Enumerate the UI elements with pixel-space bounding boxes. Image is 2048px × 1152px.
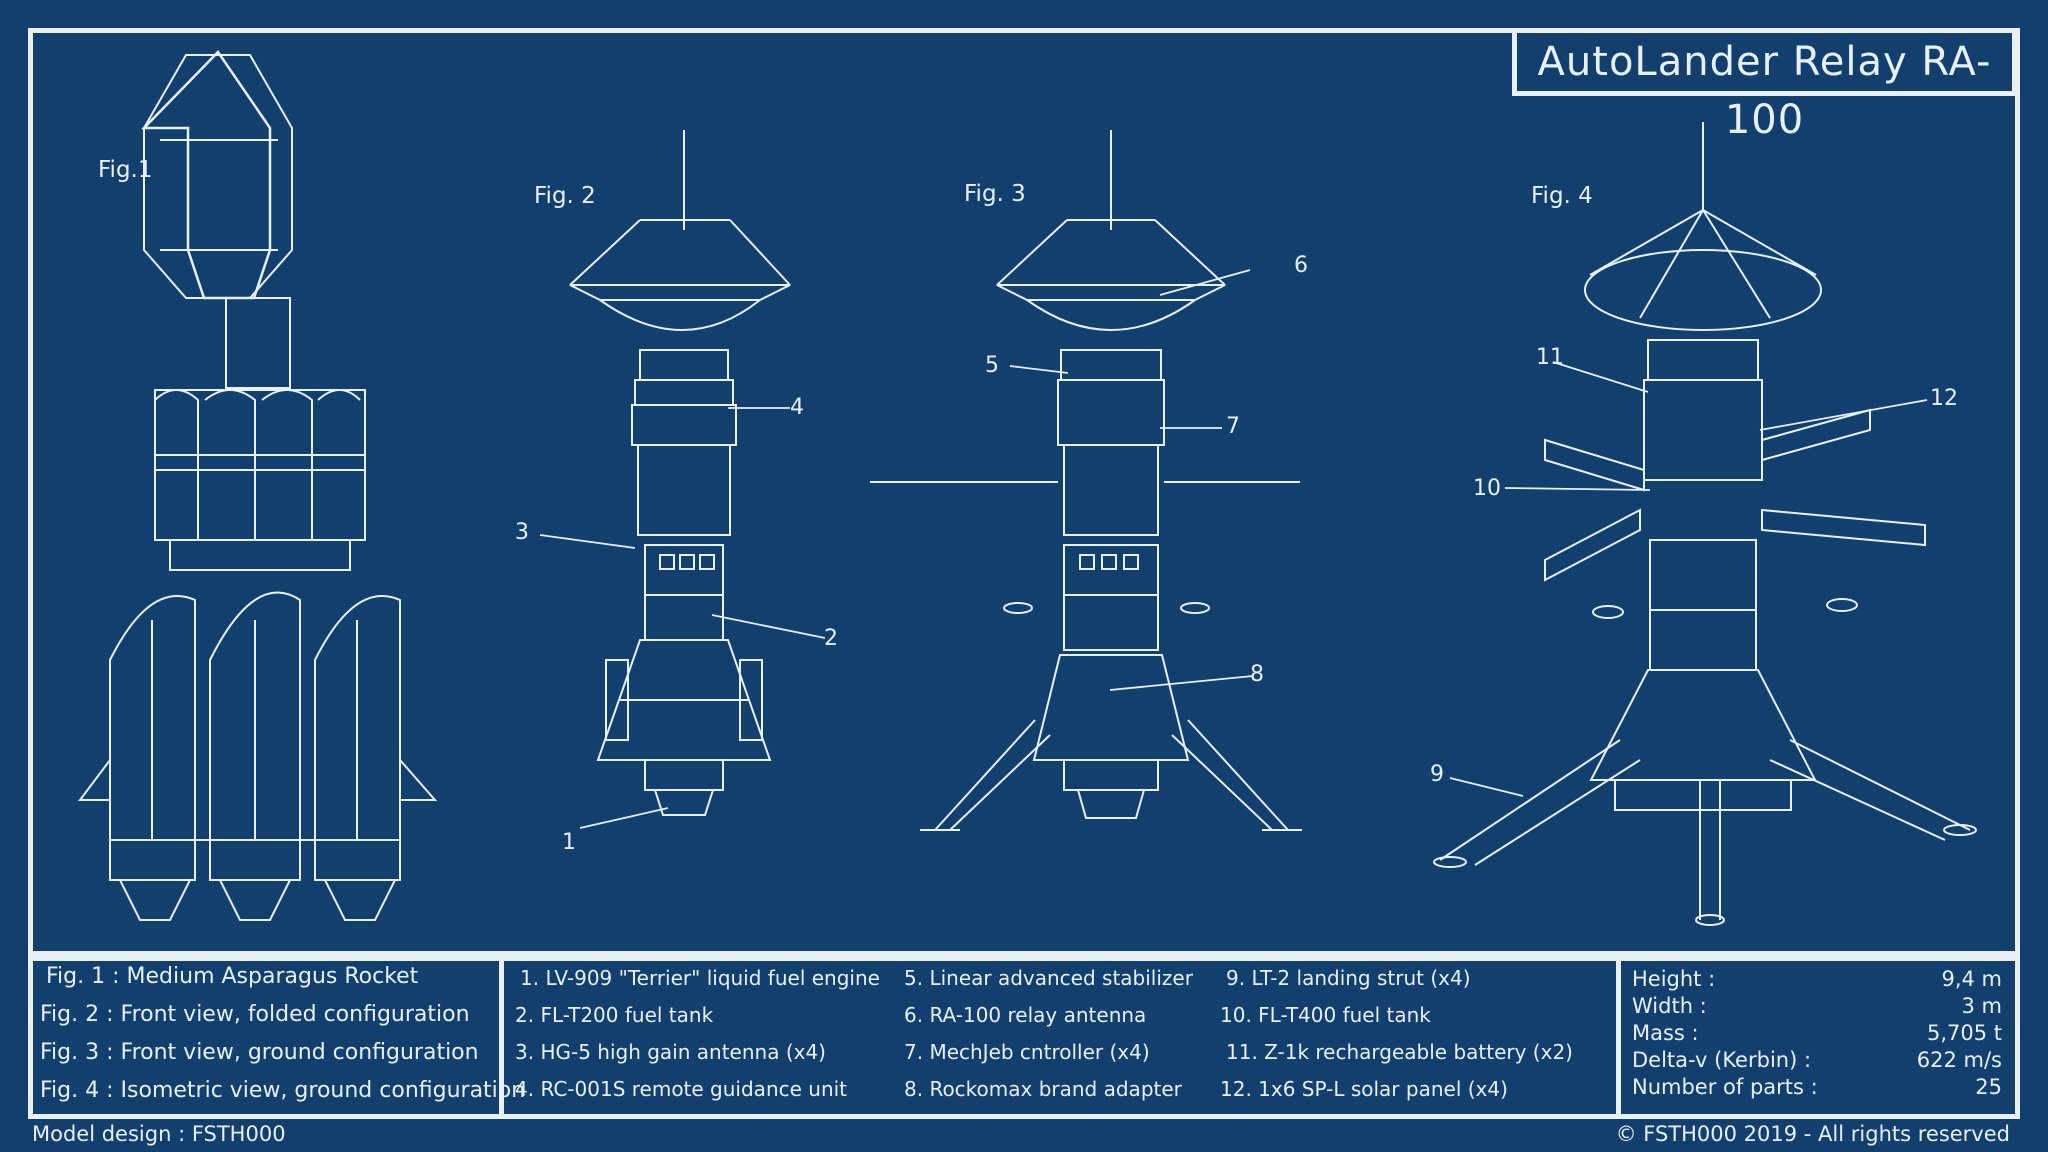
callout-7: 7: [1226, 414, 1240, 439]
legend-fig3: Fig. 3 : Front view, ground configuratio…: [40, 1040, 479, 1065]
part-9: 9. LT-2 landing strut (x4): [1226, 966, 1471, 990]
part-3: 3. HG-5 high gain antenna (x4): [515, 1040, 826, 1064]
stat-height-value: 9,4 m: [1941, 967, 2002, 991]
fig2-label: Fig. 2: [534, 183, 596, 209]
callout-12: 12: [1930, 386, 1958, 411]
callout-9: 9: [1430, 762, 1444, 787]
part-1: 1. LV-909 "Terrier" liquid fuel engine: [520, 966, 880, 990]
callout-2: 2: [824, 626, 838, 651]
callout-6: 6: [1294, 253, 1308, 278]
part-2: 2. FL-T200 fuel tank: [515, 1003, 714, 1027]
callout-leader-lines: [539, 269, 1928, 829]
fig3-ground-drawing: [870, 130, 1302, 831]
legend-fig3-label: Fig. 3 :: [40, 1040, 114, 1065]
part-8: 8. Rockomax brand adapter: [904, 1077, 1182, 1101]
legend-fig1: Fig. 1 : Medium Asparagus Rocket: [46, 964, 418, 989]
callout-11: 11: [1536, 345, 1564, 370]
callout-1: 1: [562, 830, 576, 855]
fig4-isometric-drawing: [1433, 122, 1977, 926]
part-5: 5. Linear advanced stabilizer: [904, 966, 1193, 990]
stat-mass-label: Mass :: [1632, 1021, 1699, 1045]
part-10: 10. FL-T400 fuel tank: [1220, 1003, 1431, 1027]
legend-fig4-label: Fig. 4 :: [40, 1078, 114, 1103]
part-11: 11. Z-1k rechargeable battery (x2): [1226, 1040, 1573, 1064]
fig1-rocket-drawing: [78, 50, 438, 921]
callout-4: 4: [790, 395, 804, 420]
stat-width-value: 3 m: [1961, 994, 2003, 1018]
legend-fig2: Fig. 2 : Front view, folded configuratio…: [40, 1002, 470, 1027]
fig2-folded-drawing: [569, 130, 791, 816]
main-frame: [28, 28, 2020, 956]
legend-fig4-text: Isometric view, ground configuration: [120, 1078, 526, 1103]
legend-fig1-label: Fig. 1 :: [46, 964, 120, 989]
legend-fig2-text: Front view, folded configuration: [120, 1002, 470, 1027]
footer-copyright: © FSTH000 2019 - All rights reserved: [1615, 1122, 2010, 1146]
stat-height-label: Height :: [1632, 967, 1716, 991]
legend-fig1-text: Medium Asparagus Rocket: [126, 964, 419, 989]
stat-deltav-value: 622 m/s: [1916, 1048, 2002, 1072]
legend-fig4: Fig. 4 : Isometric view, ground configur…: [40, 1078, 525, 1103]
fig1-label: Fig.1: [98, 157, 153, 183]
part-6: 6. RA-100 relay antenna: [904, 1003, 1147, 1027]
fig4-label: Fig. 4: [1531, 183, 1593, 209]
blueprint-title: AutoLander Relay RA-100: [1512, 28, 2017, 143]
stat-deltav-label: Delta-v (Kerbin) :: [1632, 1048, 1812, 1072]
stat-parts-label: Number of parts :: [1632, 1075, 1818, 1099]
stats-box: [1616, 956, 2020, 1119]
callout-5: 5: [985, 353, 999, 378]
callout-8: 8: [1250, 662, 1264, 687]
stat-parts-value: 25: [1975, 1075, 2002, 1099]
part-7: 7. MechJeb cntroller (x4): [904, 1040, 1150, 1064]
footer-model-design: Model design : FSTH000: [32, 1122, 286, 1146]
legend-fig3-text: Front view, ground configuration: [120, 1040, 479, 1065]
stat-width-label: Width :: [1632, 994, 1707, 1018]
callout-10: 10: [1473, 476, 1501, 501]
stat-mass-value: 5,705 t: [1926, 1021, 2002, 1045]
legend-fig2-label: Fig. 2 :: [40, 1002, 114, 1027]
fig3-label: Fig. 3: [964, 181, 1026, 207]
part-4: 4. RC-001S remote guidance unit: [515, 1077, 848, 1101]
callout-3: 3: [515, 520, 529, 545]
part-12: 12. 1x6 SP-L solar panel (x4): [1220, 1077, 1508, 1101]
